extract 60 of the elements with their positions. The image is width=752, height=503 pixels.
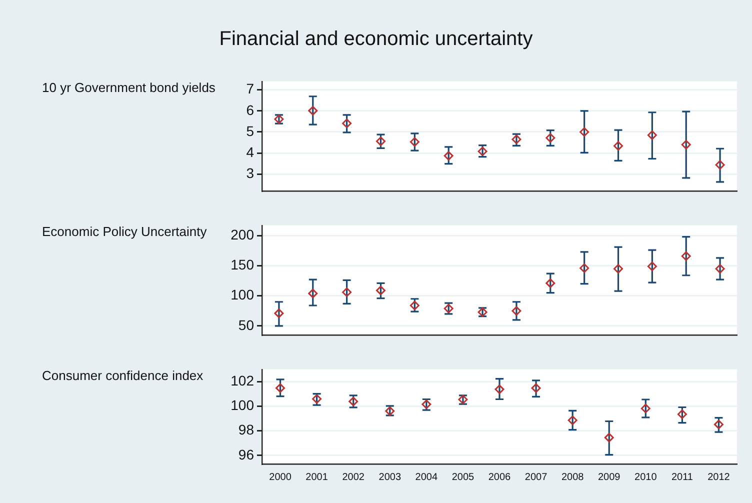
point xyxy=(376,136,386,146)
x-tick-label: 2004 xyxy=(415,472,438,483)
x-tick-label: 2009 xyxy=(598,472,621,483)
point xyxy=(568,416,578,426)
point xyxy=(342,118,352,128)
x-tick-label: 2008 xyxy=(561,472,584,483)
x-tick-label: 2005 xyxy=(452,472,475,483)
y-axis-title: Economic Policy Uncertainty xyxy=(42,224,207,239)
x-tick-label: 2000 xyxy=(269,472,292,483)
point xyxy=(647,262,657,272)
y-tick-label: 102 xyxy=(230,372,254,389)
point xyxy=(444,151,454,161)
point xyxy=(715,160,725,170)
point xyxy=(512,306,522,316)
point xyxy=(677,409,687,419)
y-tick-label: 96 xyxy=(238,446,254,462)
point xyxy=(410,137,420,147)
point xyxy=(681,140,691,150)
point xyxy=(614,264,623,274)
point xyxy=(604,432,614,442)
point xyxy=(494,384,504,394)
chart-title: Financial and economic uncertainty xyxy=(218,28,534,51)
point xyxy=(580,263,590,273)
y-tick-label: 3 xyxy=(246,165,254,181)
x-tick-label: 2010 xyxy=(634,472,658,483)
point xyxy=(376,286,386,296)
point xyxy=(274,308,284,318)
y-tick-label: 4 xyxy=(246,144,254,160)
x-tick-label: 2007 xyxy=(524,472,548,483)
point xyxy=(308,288,318,298)
point xyxy=(647,130,657,140)
y-axis-title: Consumer confidence index xyxy=(42,368,204,383)
x-tick-label: 2002 xyxy=(342,472,365,483)
x-tick-label: 2003 xyxy=(378,472,402,483)
y-tick-label: 6 xyxy=(246,102,254,118)
y-tick-label: 5 xyxy=(246,122,254,139)
point xyxy=(546,278,556,288)
point xyxy=(546,133,556,143)
y-tick-label: 200 xyxy=(230,226,254,242)
y-tick-label: 50 xyxy=(238,316,254,333)
y-tick-label: 98 xyxy=(238,422,254,438)
point xyxy=(342,287,352,297)
point xyxy=(276,383,286,393)
point xyxy=(640,404,650,414)
y-tick-label: 100 xyxy=(230,397,254,414)
x-tick-label: 2001 xyxy=(306,472,328,483)
y-axis-title: 10 yr Government bond yields xyxy=(42,80,216,95)
point xyxy=(714,420,724,430)
point xyxy=(308,106,318,116)
x-tick-label: 2006 xyxy=(488,472,512,483)
point xyxy=(531,383,541,393)
point xyxy=(580,127,590,137)
y-tick-label: 150 xyxy=(230,256,254,273)
x-tick-label: 2011 xyxy=(671,472,694,483)
y-tick-label: 7 xyxy=(246,80,254,97)
y-tick-label: 100 xyxy=(230,286,254,303)
point xyxy=(715,264,725,274)
point xyxy=(614,141,623,151)
x-tick-label: 2012 xyxy=(708,472,730,483)
point xyxy=(681,251,691,261)
